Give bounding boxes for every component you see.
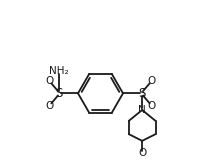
Text: N: N: [138, 105, 145, 115]
Text: NH₂: NH₂: [49, 66, 68, 76]
Text: O: O: [45, 101, 54, 111]
Text: S: S: [138, 87, 145, 100]
Text: O: O: [137, 148, 146, 158]
Text: S: S: [55, 87, 62, 100]
Text: O: O: [45, 76, 54, 86]
Text: O: O: [146, 76, 155, 86]
Text: O: O: [146, 101, 155, 111]
